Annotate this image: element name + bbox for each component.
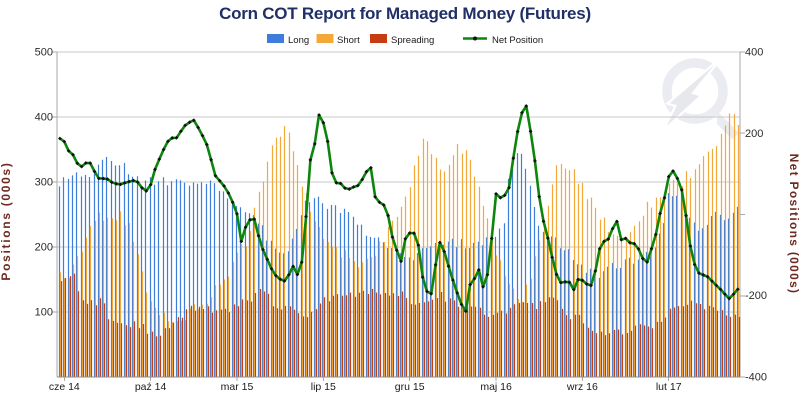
svg-text:lut 17: lut 17 [656, 381, 682, 393]
svg-text:wrz 16: wrz 16 [566, 381, 598, 393]
svg-text:200: 200 [745, 128, 763, 140]
svg-text:200: 200 [35, 242, 53, 254]
svg-text:500: 500 [35, 47, 53, 59]
svg-text:100: 100 [35, 307, 53, 319]
svg-text:Corn COT Report for Managed Mo: Corn COT Report for Managed Money (Futur… [219, 4, 591, 23]
svg-text:paź 14: paź 14 [135, 381, 167, 393]
svg-text:gru 15: gru 15 [395, 381, 425, 393]
svg-text:Long: Long [288, 35, 309, 46]
svg-text:lip 15: lip 15 [311, 381, 336, 393]
svg-text:Positions (000s): Positions (000s) [0, 161, 13, 280]
svg-text:Net Position: Net Position [492, 35, 543, 46]
svg-text:-400: -400 [745, 372, 767, 384]
svg-text:300: 300 [35, 177, 53, 189]
svg-text:cze 14: cze 14 [49, 381, 80, 393]
svg-text:Net Positions (000s): Net Positions (000s) [787, 154, 801, 295]
svg-text:-200: -200 [745, 290, 767, 302]
svg-text:400: 400 [745, 47, 763, 59]
svg-text:400: 400 [35, 112, 53, 124]
svg-text:maj 16: maj 16 [480, 381, 512, 393]
svg-text:Short: Short [337, 35, 360, 46]
svg-text:Spreading: Spreading [391, 35, 434, 46]
svg-text:mar 15: mar 15 [221, 381, 254, 393]
